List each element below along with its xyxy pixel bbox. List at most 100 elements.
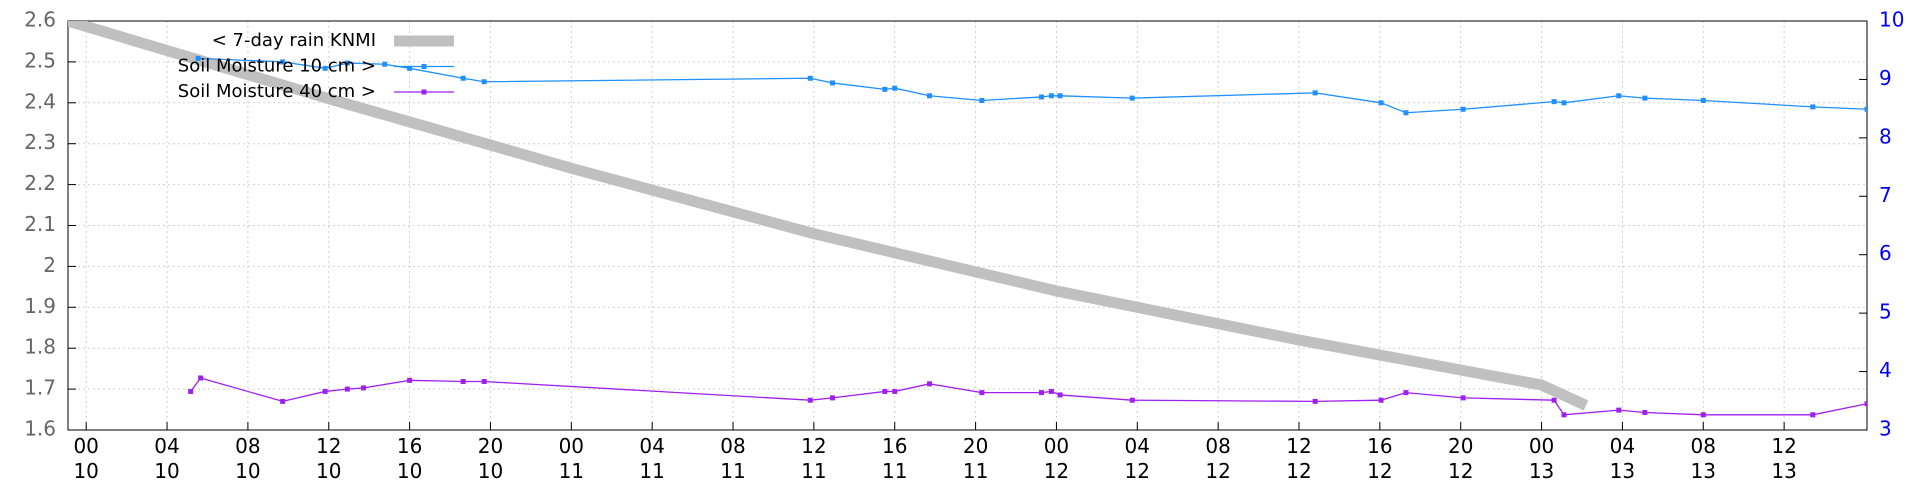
point: [1460, 395, 1466, 401]
y-tick-label: 2.1: [24, 212, 56, 236]
point: [460, 75, 466, 81]
y-tick-label: 1.6: [24, 417, 56, 441]
point: [195, 55, 201, 61]
y2-tick-label: 10: [1879, 8, 1904, 32]
point: [1048, 388, 1054, 394]
x-tick-label: 08 12: [1205, 434, 1231, 480]
y-tick-label: 2.5: [24, 48, 56, 72]
x-tick-label: 00 12: [1043, 434, 1070, 480]
x-tick-label: 16 12: [1367, 434, 1393, 480]
x-tick-label: 20 10: [477, 434, 504, 480]
point: [1460, 106, 1466, 112]
point: [322, 65, 328, 71]
y-tick-label: 2.2: [24, 171, 56, 195]
point: [807, 397, 813, 403]
y-tick-label: 2.3: [24, 130, 56, 154]
point: [892, 388, 898, 394]
point: [1616, 93, 1622, 99]
point: [344, 60, 350, 66]
x-tick-label: 00 13: [1528, 434, 1555, 480]
point: [1378, 100, 1384, 106]
y2-tick-label: 6: [1879, 241, 1892, 265]
x-tick-label: 08 13: [1690, 434, 1716, 480]
point: [829, 80, 835, 86]
series-line: [68, 21, 1589, 411]
point: [344, 386, 350, 392]
point: [1129, 397, 1135, 403]
x-tick-label: 20 11: [962, 434, 989, 480]
point: [1700, 97, 1706, 103]
point: [382, 61, 388, 67]
point: [926, 381, 932, 387]
point: [1642, 95, 1648, 101]
y2-tick-label: 3: [1879, 417, 1892, 441]
legend-label: Soil Moisture 40 cm >: [178, 81, 376, 102]
x-tick-label: 12 12: [1286, 434, 1312, 480]
legend-label: < 7-day rain KNMI: [212, 30, 376, 51]
x-tick-label: 04 13: [1609, 434, 1636, 480]
x-tick-label: 12 11: [801, 434, 827, 480]
x-tick-label: 04 10: [154, 434, 180, 480]
point: [1810, 104, 1816, 110]
plot-border: [67, 20, 1868, 431]
x-tick-label: 16 10: [396, 434, 423, 480]
point: [1048, 93, 1054, 99]
point: [1864, 106, 1867, 112]
point: [979, 97, 985, 103]
point: [280, 398, 286, 404]
point: [1561, 412, 1567, 418]
point: [460, 379, 466, 385]
point: [979, 390, 985, 396]
point: [1551, 397, 1557, 403]
point: [807, 75, 813, 81]
point: [322, 388, 328, 394]
x-tick-label: 04 11: [639, 434, 665, 480]
point: [1312, 90, 1318, 96]
point: [407, 377, 413, 383]
point: [1700, 412, 1706, 418]
y-tick-label: 1.7: [24, 376, 56, 400]
y-tick-label: 1.9: [24, 294, 56, 318]
y2-tick-label: 4: [1879, 358, 1892, 382]
x-tick-label: 04 12: [1124, 434, 1150, 480]
point: [1403, 390, 1409, 396]
point: [882, 388, 888, 394]
y-tick-label: 1.8: [24, 335, 56, 359]
point: [1551, 99, 1557, 105]
x-tick-label: 20 12: [1447, 434, 1474, 480]
point: [1616, 407, 1622, 413]
point: [280, 59, 286, 65]
point: [407, 65, 413, 71]
point: [1312, 398, 1318, 404]
y2-tick-label: 8: [1879, 124, 1892, 148]
point: [481, 379, 487, 385]
point: [1864, 401, 1867, 407]
x-tick-label: 00 10: [73, 434, 99, 480]
y-tick-label: 2.6: [24, 8, 56, 32]
point: [361, 385, 367, 391]
legend-marker: [421, 89, 427, 95]
point: [1057, 93, 1063, 99]
y-tick-label: 2: [43, 253, 56, 277]
point: [1038, 94, 1044, 100]
point: [1129, 95, 1135, 101]
point: [926, 93, 932, 99]
y2-tick-label: 5: [1879, 300, 1892, 324]
point: [198, 375, 204, 381]
series-line: [190, 377, 1867, 416]
x-tick-label: 08 11: [720, 434, 746, 480]
point: [1378, 397, 1384, 403]
point: [1403, 110, 1409, 116]
point: [1057, 392, 1063, 398]
legend-marker: [421, 64, 427, 69]
point: [481, 79, 487, 85]
point: [188, 388, 194, 394]
point: [1038, 390, 1044, 396]
legend-label: Soil Moisture 10 cm >: [178, 56, 376, 77]
point: [1642, 409, 1648, 415]
point: [1561, 100, 1567, 106]
x-tick-label: 08 10: [235, 434, 261, 480]
x-tick-label: 00 11: [558, 434, 585, 480]
